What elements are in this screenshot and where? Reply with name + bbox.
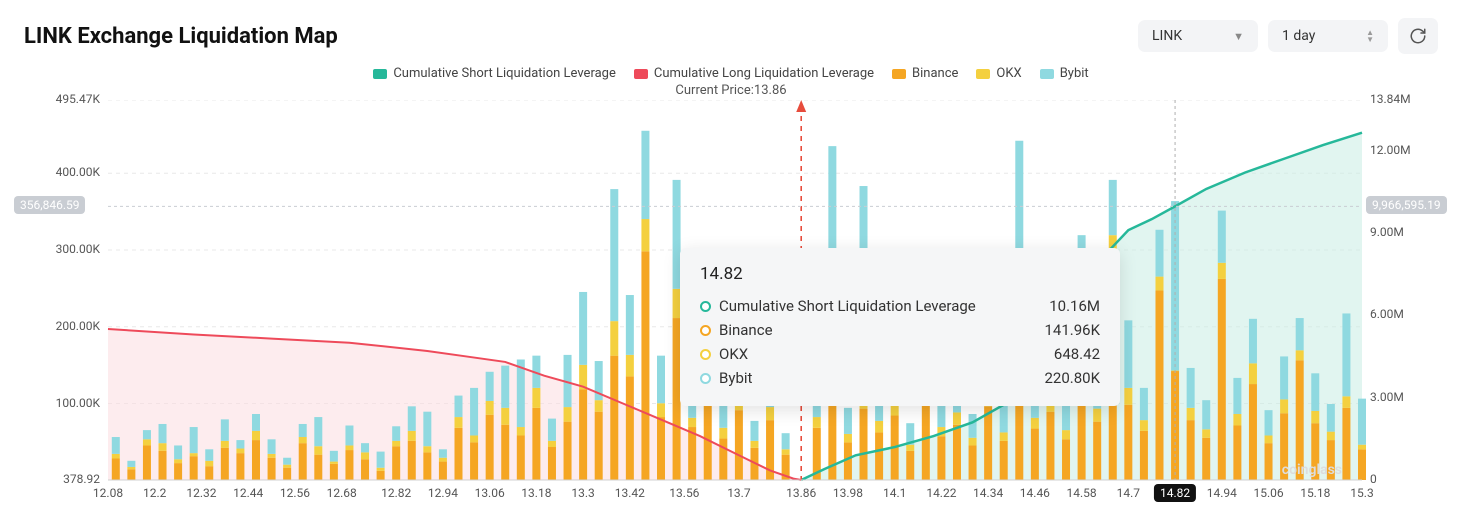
x-axis-label: 13.42 <box>615 486 645 500</box>
legend-swatch <box>892 69 906 79</box>
page-title: LINK Exchange Liquidation Map <box>24 24 338 49</box>
controls: LINK ▼ 1 day ▲▼ <box>1138 18 1438 54</box>
x-axis-label: 12.82 <box>381 486 411 500</box>
y-axis-right-label: 6.00M <box>1370 307 1404 321</box>
liquidation-chart[interactable]: coinglass 495.47K400.00K300.00K200.00K10… <box>0 100 1462 520</box>
legend-label: Cumulative Long Liquidation Leverage <box>654 66 874 81</box>
tooltip-dot <box>700 349 711 360</box>
y-axis-right-hover-badge: 9,966,595.19 <box>1366 196 1447 214</box>
legend-label: Cumulative Short Liquidation Leverage <box>393 66 616 81</box>
legend-swatch <box>373 69 387 79</box>
refresh-button[interactable] <box>1398 18 1438 54</box>
legend-swatch <box>1040 69 1054 79</box>
y-axis-left-label: 300.00K <box>56 242 100 256</box>
tooltip-row: OKX 648.42 <box>700 342 1100 366</box>
tooltip-value: 141.96K <box>1044 321 1100 339</box>
legend-swatch <box>976 69 990 79</box>
legend-item[interactable]: Bybit <box>1040 66 1089 81</box>
x-axis-label: 15.3 <box>1350 486 1373 500</box>
x-axis-label: 13.7 <box>727 486 750 500</box>
tooltip-value: 220.80K <box>1044 369 1100 387</box>
timeframe-selector[interactable]: 1 day ▲▼ <box>1268 20 1388 52</box>
timeframe-selector-value: 1 day <box>1282 28 1315 44</box>
x-axis-label: 14.1 <box>883 486 906 500</box>
x-axis-label: 14.58 <box>1067 486 1097 500</box>
x-axis-label: 12.2 <box>143 486 166 500</box>
tooltip-label: Bybit <box>719 369 752 387</box>
x-axis-label: 13.18 <box>521 486 551 500</box>
x-axis-label: 12.94 <box>428 486 458 500</box>
x-axis-label: 12.08 <box>93 486 123 500</box>
stepper-icon: ▲▼ <box>1366 29 1374 43</box>
x-axis-label: 12.68 <box>327 486 357 500</box>
current-price-label: Current Price:13.86 <box>0 83 1462 100</box>
y-axis-right-label: 0 <box>1370 472 1377 486</box>
tooltip-row: Bybit 220.80K <box>700 366 1100 390</box>
legend-item[interactable]: OKX <box>976 66 1021 81</box>
y-axis-left-hover-badge: 356,846.59 <box>14 196 85 214</box>
legend-label: Binance <box>912 66 958 81</box>
y-axis-right-label: 9.00M <box>1370 225 1404 239</box>
refresh-icon <box>1409 27 1427 45</box>
chart-tooltip: 14.82 Cumulative Short Liquidation Levera… <box>680 248 1120 406</box>
tooltip-title: 14.82 <box>700 264 1100 284</box>
tooltip-dot <box>700 325 711 336</box>
legend-item[interactable]: Binance <box>892 66 958 81</box>
x-axis-label: 12.32 <box>186 486 216 500</box>
y-axis-right-label: 13.84M <box>1370 92 1411 106</box>
tooltip-value: 10.16M <box>1049 297 1100 315</box>
x-axis-label: 14.46 <box>1020 486 1050 500</box>
tooltip-value: 648.42 <box>1054 345 1100 363</box>
x-axis-label: 14.94 <box>1207 486 1237 500</box>
x-axis-label: 12.44 <box>233 486 263 500</box>
legend-label: Bybit <box>1060 66 1089 81</box>
legend-item[interactable]: Cumulative Long Liquidation Leverage <box>634 66 874 81</box>
y-axis-left-label: 495.47K <box>56 92 100 106</box>
y-axis-left-label: 378.92 <box>63 472 100 486</box>
x-axis-label: 13.56 <box>669 486 699 500</box>
tooltip-label: Binance <box>719 321 773 339</box>
tooltip-dot <box>700 301 711 312</box>
watermark: coinglass <box>1282 462 1342 478</box>
tooltip-label: Cumulative Short Liquidation Leverage <box>719 297 976 315</box>
y-axis-left-label: 100.00K <box>56 396 100 410</box>
chart-legend: Cumulative Short Liquidation Leverage Cum… <box>0 62 1462 83</box>
x-axis-label: 14.22 <box>926 486 956 500</box>
y-axis-right-label: 12.00M <box>1370 143 1411 157</box>
x-axis-label: 13.98 <box>833 486 863 500</box>
y-axis-left-label: 400.00K <box>56 165 100 179</box>
x-axis-label: 12.56 <box>280 486 310 500</box>
x-axis-label: 15.18 <box>1300 486 1330 500</box>
chevron-down-icon: ▼ <box>1233 30 1244 43</box>
tooltip-dot <box>700 373 711 384</box>
legend-label: OKX <box>996 66 1021 81</box>
asset-selector[interactable]: LINK ▼ <box>1138 20 1258 52</box>
x-axis-label: 13.06 <box>475 486 505 500</box>
x-axis-label: 14.7 <box>1117 486 1140 500</box>
legend-item[interactable]: Cumulative Short Liquidation Leverage <box>373 66 616 81</box>
x-axis-label: 13.86 <box>786 486 816 500</box>
x-axis-label: 14.34 <box>973 486 1003 500</box>
x-axis-label: 13.3 <box>571 486 594 500</box>
tooltip-row: Binance 141.96K <box>700 318 1100 342</box>
x-axis-hover-badge: 14.82 <box>1154 484 1196 502</box>
tooltip-label: OKX <box>719 345 748 363</box>
y-axis-left-label: 200.00K <box>56 319 100 333</box>
tooltip-row: Cumulative Short Liquidation Leverage 10.… <box>700 294 1100 318</box>
asset-selector-value: LINK <box>1152 28 1182 44</box>
x-axis-label: 15.06 <box>1253 486 1283 500</box>
legend-swatch <box>634 69 648 79</box>
y-axis-right-label: 3.00M <box>1370 390 1404 404</box>
